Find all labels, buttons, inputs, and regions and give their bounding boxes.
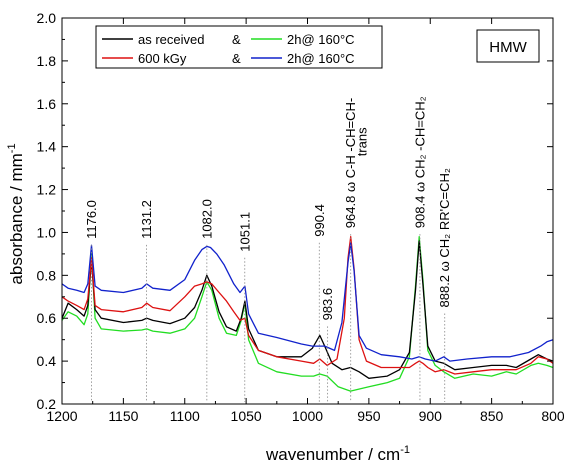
- x-tick-label: 1100: [170, 408, 200, 424]
- peak-label: 1082.0: [199, 199, 214, 239]
- legend-label-600kgy: 600 kGy: [138, 51, 187, 66]
- y-tick-label: 1.4: [37, 139, 57, 155]
- x-axis-title: wavenumber / cm-1: [265, 444, 410, 464]
- sample-label: HMW: [489, 39, 527, 56]
- x-tick-label: 1050: [231, 408, 262, 424]
- x-tick-label: 850: [480, 408, 504, 424]
- peak-label: 983.6: [320, 288, 335, 321]
- legend-label-as-received: as received: [138, 32, 204, 47]
- peak-labels-layer: 1176.0 1131.2 1082.0 1051.1 990.4 983.6 964.8 …: [84, 96, 452, 320]
- y-tick-label: 1.8: [37, 53, 57, 69]
- peak-label: 908.4 ω CH₂ -CH=CH₂: [412, 96, 427, 228]
- y-tick-label: 0.2: [37, 396, 57, 412]
- series-line-0: [61, 236, 554, 392]
- plot-frame: [61, 17, 554, 405]
- y-tick-label: 1.6: [37, 96, 57, 112]
- peak-label: 888.2 ω CH₂ RR'C=CH₂: [437, 168, 452, 307]
- legend-label-600kgy-annealed: 2h@ 160°C: [287, 51, 355, 66]
- legend: as received & 2h@ 160°C 600 kGy & 2h@ 16…: [95, 25, 383, 69]
- axis-ticks-layer: 1200 1150 1100 1050 1000 950 900 850 800 0.2 0.4 0.…: [37, 10, 564, 424]
- annotation-label: trans: [354, 127, 369, 156]
- legend-frame: [95, 25, 383, 69]
- x-tick-label: 950: [357, 408, 381, 424]
- peak-label: 1051.1: [237, 212, 252, 252]
- x-tick-label: 900: [419, 408, 443, 424]
- peak-label: 990.4: [312, 204, 327, 237]
- y-tick-label: 0.4: [37, 353, 57, 369]
- peak-label: 1176.0: [84, 200, 99, 239]
- x-axis-title-exponent: -1: [400, 444, 410, 456]
- series-layer: [61, 236, 554, 392]
- y-tick-label: 0.6: [37, 310, 57, 326]
- x-tick-label: 800: [541, 408, 564, 424]
- x-axis-title-text: wavenumber / cm: [265, 445, 400, 464]
- series-line-2: [61, 236, 554, 375]
- y-tick-label: 1.0: [37, 224, 57, 240]
- x-tick-label: 1000: [292, 408, 323, 424]
- x-tick-label: 1200: [46, 408, 77, 424]
- x-tick-label: 1150: [108, 408, 138, 424]
- legend-label-as-received-annealed: 2h@ 160°C: [287, 32, 355, 47]
- y-tick-label: 1.2: [37, 182, 57, 198]
- series-line-3: [61, 242, 554, 362]
- peak-label: 1131.2: [139, 200, 154, 239]
- y-tick-label: 0.8: [37, 267, 57, 283]
- series-line-1: [61, 240, 554, 379]
- peak-guides-layer: [91, 234, 446, 402]
- sample-label-box: HMW: [476, 29, 540, 63]
- legend-connector-as-received: &: [232, 32, 241, 47]
- y-axis-title-exponent: -1: [6, 143, 18, 153]
- y-axis-title: absorbance / mm-1: [6, 143, 26, 284]
- y-tick-label: 2.0: [37, 10, 57, 26]
- y-axis-title-text: absorbance / mm: [7, 153, 26, 284]
- sample-label-frame: [476, 29, 540, 63]
- legend-connector-600kgy: &: [232, 51, 241, 66]
- peak-label: 964.8 ω C-H -CH=CH-: [343, 98, 358, 228]
